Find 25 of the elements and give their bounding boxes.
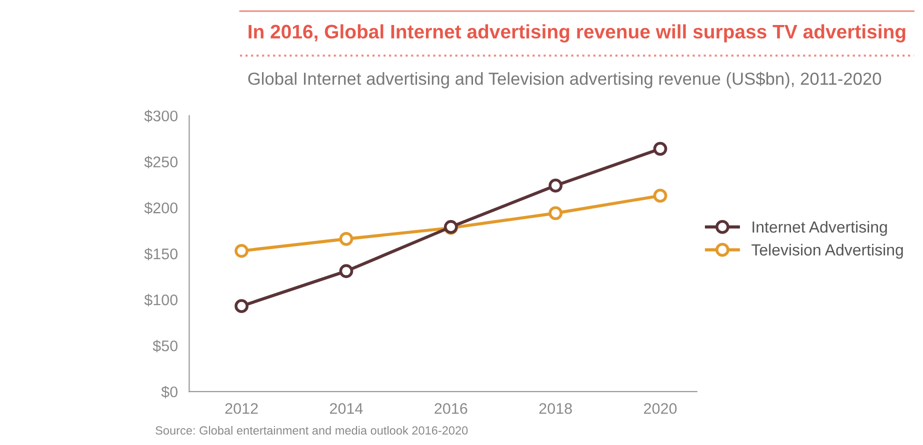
y-tick-label: $250 <box>144 156 178 168</box>
point <box>653 142 668 156</box>
x-tick-label: 2018 <box>539 403 572 414</box>
legend-label: Internet Advertising <box>752 220 887 236</box>
x-tick-label: 2020 <box>644 403 677 414</box>
y-tick-label: $200 <box>144 202 178 214</box>
x-tick-label: 2016 <box>434 403 468 414</box>
x-tick-label: 2012 <box>225 403 258 414</box>
source-note: Source: Global entertainment and media outlook 2016-2020 <box>156 426 468 435</box>
point <box>234 299 248 314</box>
y-tick-label: $50 <box>152 340 178 352</box>
chart-subtitle: Global Internet advertising and Television advertising revenue (US$bn), 2011-2020 <box>248 72 882 88</box>
point <box>548 206 563 220</box>
legend-label: Television Advertising <box>752 244 903 259</box>
point <box>234 244 248 258</box>
point <box>339 232 354 246</box>
y-tick-label: $300 <box>144 110 178 122</box>
point <box>548 178 563 193</box>
point <box>653 188 668 203</box>
x-tick-label: 2014 <box>330 403 363 414</box>
y-tick-label: $100 <box>144 294 178 306</box>
y-tick-label: $150 <box>144 248 178 260</box>
point <box>339 264 354 278</box>
y-tick-label: $0 <box>161 386 178 398</box>
chart-title: In 2016, Global Internet advertising revenue will surpass TV advertising <box>248 24 906 42</box>
